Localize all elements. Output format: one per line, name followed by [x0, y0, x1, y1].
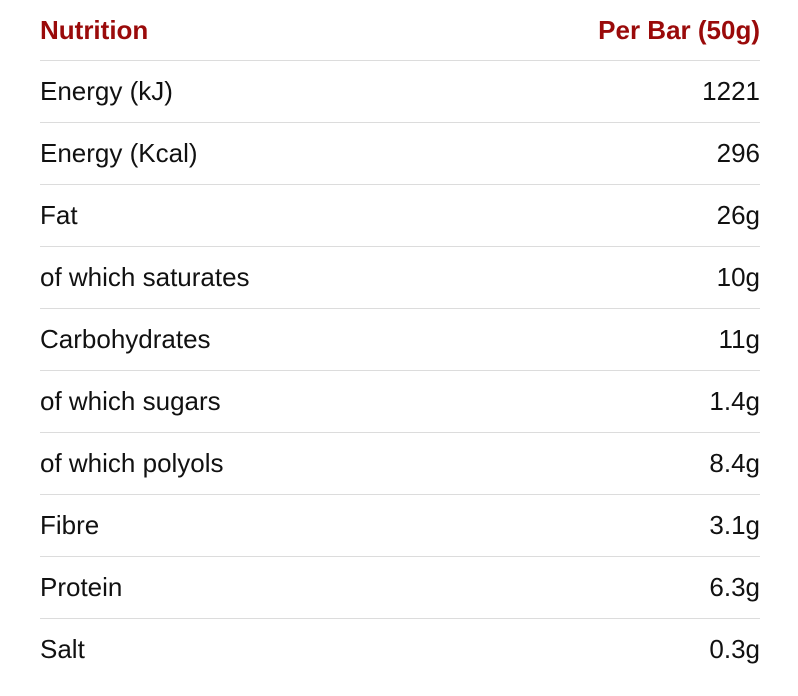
row-label: Protein [40, 556, 400, 619]
row-value: 3.1g [400, 494, 760, 557]
row-value: 296 [400, 122, 760, 185]
table-row: of which polyols 8.4g [40, 432, 760, 495]
header-row: Nutrition Per Bar (50g) [40, 0, 760, 61]
table-row: of which saturates 10g [40, 246, 760, 309]
row-value: 1221 [400, 60, 760, 123]
table-row: Fat 26g [40, 184, 760, 247]
header-nutrition: Nutrition [40, 0, 400, 61]
table-row: of which sugars 1.4g [40, 370, 760, 433]
row-label: of which polyols [40, 432, 400, 495]
row-value: 10g [400, 246, 760, 309]
table-row: Carbohydrates 11g [40, 308, 760, 371]
row-label: Salt [40, 634, 85, 664]
table-row: Energy (Kcal) 296 [40, 122, 760, 185]
row-value: 1.4g [400, 370, 760, 433]
row-value: 11g [400, 308, 760, 371]
nutrition-table: Nutrition Per Bar (50g) Energy (kJ) 1221… [40, 0, 760, 680]
header-per-bar: Per Bar (50g) [400, 0, 760, 61]
row-label: Energy (Kcal) [40, 122, 400, 185]
row-value: 6.3g [400, 556, 760, 619]
table-body: Energy (kJ) 1221 Energy (Kcal) 296 Fat 2… [40, 60, 760, 681]
row-value: 0.3g [709, 634, 760, 664]
row-value: 8.4g [400, 432, 760, 495]
table-row: Fibre 3.1g [40, 494, 760, 557]
row-label: Fat [40, 184, 400, 247]
row-label: of which saturates [40, 246, 400, 309]
row-label: Fibre [40, 494, 400, 557]
row-value: 26g [400, 184, 760, 247]
row-label: of which sugars [40, 370, 400, 433]
table-row: Protein 6.3g [40, 556, 760, 619]
table-header: Nutrition Per Bar (50g) [40, 0, 760, 61]
table-row: Salt 0.3g [40, 619, 760, 681]
row-label: Energy (kJ) [40, 60, 400, 123]
row-label: Carbohydrates [40, 308, 400, 371]
table-row: Energy (kJ) 1221 [40, 60, 760, 123]
